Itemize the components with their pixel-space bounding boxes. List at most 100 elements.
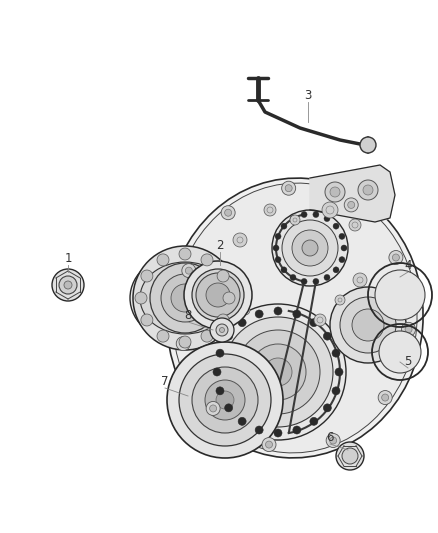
Circle shape (233, 233, 247, 247)
Circle shape (333, 223, 339, 229)
Circle shape (179, 336, 191, 348)
Circle shape (381, 394, 389, 401)
Circle shape (210, 318, 234, 342)
Circle shape (52, 269, 84, 301)
Circle shape (157, 330, 169, 342)
Circle shape (310, 319, 318, 327)
Text: 8: 8 (184, 309, 192, 322)
Circle shape (210, 405, 217, 412)
Text: 6: 6 (326, 431, 334, 444)
Circle shape (340, 297, 396, 353)
Circle shape (389, 251, 403, 264)
Circle shape (324, 274, 330, 280)
Ellipse shape (140, 262, 230, 334)
Circle shape (225, 209, 232, 216)
Circle shape (344, 198, 358, 212)
Circle shape (332, 349, 340, 357)
Circle shape (180, 340, 187, 347)
Circle shape (313, 212, 319, 217)
Text: 7: 7 (161, 375, 169, 388)
Circle shape (225, 332, 233, 340)
Circle shape (179, 354, 271, 446)
Circle shape (326, 433, 340, 448)
Circle shape (341, 245, 347, 251)
Circle shape (216, 387, 224, 395)
Circle shape (292, 230, 328, 266)
Circle shape (290, 215, 296, 222)
Circle shape (360, 137, 376, 153)
Circle shape (330, 287, 406, 363)
Circle shape (274, 429, 282, 437)
Circle shape (335, 368, 343, 376)
Circle shape (171, 284, 199, 312)
Circle shape (285, 185, 292, 192)
Circle shape (323, 332, 332, 340)
Circle shape (255, 426, 263, 434)
Circle shape (342, 448, 358, 464)
Circle shape (217, 270, 229, 282)
Circle shape (275, 233, 281, 239)
Circle shape (255, 310, 263, 318)
Circle shape (201, 254, 213, 266)
Circle shape (216, 391, 234, 409)
Ellipse shape (167, 178, 423, 458)
Circle shape (265, 441, 272, 448)
Circle shape (375, 270, 425, 320)
Circle shape (264, 358, 292, 386)
Circle shape (282, 220, 338, 276)
Circle shape (135, 292, 147, 304)
Circle shape (64, 281, 72, 289)
Circle shape (217, 314, 229, 326)
Circle shape (379, 331, 421, 373)
Circle shape (250, 344, 306, 400)
Text: 5: 5 (404, 355, 412, 368)
Circle shape (161, 274, 209, 322)
Circle shape (206, 283, 230, 307)
Ellipse shape (192, 269, 244, 321)
Circle shape (262, 438, 276, 451)
Circle shape (176, 337, 190, 351)
Ellipse shape (130, 253, 240, 343)
Circle shape (221, 206, 235, 220)
Circle shape (322, 202, 338, 218)
Circle shape (133, 246, 237, 350)
Circle shape (225, 404, 233, 412)
Circle shape (325, 182, 345, 202)
Circle shape (205, 380, 245, 420)
Circle shape (313, 278, 319, 285)
Text: 3: 3 (304, 89, 312, 102)
Circle shape (236, 330, 320, 414)
Circle shape (167, 342, 283, 458)
Circle shape (213, 368, 221, 376)
Circle shape (290, 274, 296, 280)
Circle shape (223, 292, 235, 304)
Circle shape (141, 270, 153, 282)
Circle shape (378, 391, 392, 405)
Circle shape (274, 307, 282, 315)
Circle shape (216, 349, 224, 357)
Circle shape (201, 330, 213, 342)
Circle shape (216, 324, 228, 336)
Circle shape (179, 248, 191, 260)
Circle shape (352, 309, 384, 341)
Circle shape (336, 442, 364, 470)
Polygon shape (310, 165, 395, 222)
Text: 4: 4 (404, 259, 412, 272)
Circle shape (301, 212, 307, 217)
Circle shape (353, 273, 367, 287)
Circle shape (192, 367, 258, 433)
Circle shape (223, 317, 333, 427)
Circle shape (310, 417, 318, 425)
Circle shape (281, 223, 287, 229)
Circle shape (293, 310, 301, 318)
Circle shape (182, 264, 196, 278)
Circle shape (264, 204, 276, 216)
Circle shape (275, 256, 281, 263)
Circle shape (224, 274, 236, 286)
Circle shape (335, 295, 345, 305)
Circle shape (348, 201, 355, 208)
Circle shape (157, 254, 169, 266)
Circle shape (323, 404, 332, 412)
Circle shape (272, 210, 348, 286)
Text: 1: 1 (64, 252, 72, 265)
